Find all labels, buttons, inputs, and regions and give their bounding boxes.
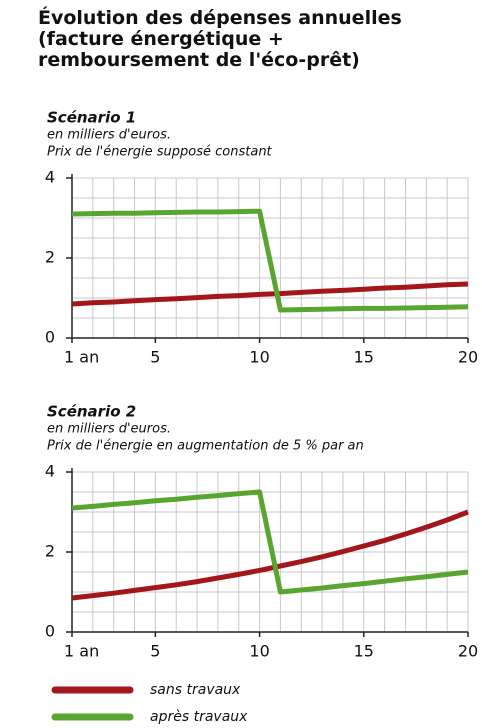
page-title: Évolution des dépenses annuelles (factur… (38, 7, 402, 71)
x-tick-label: 1 an (64, 642, 99, 661)
line-series (71, 489, 469, 595)
x-tick-label: 15 (354, 642, 374, 661)
chart-subtitle: Prix de l'énergie en augmentation de 5 %… (47, 439, 364, 454)
chart-title: Scénario 2 (47, 403, 136, 421)
x-tick-label: 15 (354, 348, 374, 367)
x-tick-label: 10 (249, 642, 269, 661)
x-tick-label: 10 (249, 348, 269, 367)
y-tick-label: 4 (45, 462, 55, 481)
x-tick-label: 1 an (64, 348, 99, 367)
y-tick-label: 0 (45, 622, 55, 641)
x-tick-label: 5 (150, 642, 160, 661)
chart-subtitle: en milliers d'euros. (47, 422, 171, 437)
chart-subtitle: en milliers d'euros. (47, 128, 171, 143)
y-tick-label: 0 (45, 328, 55, 347)
x-tick-label: 20 (458, 348, 478, 367)
line-series (71, 509, 469, 601)
line-series (71, 281, 469, 307)
y-tick-label: 4 (45, 168, 55, 187)
x-tick-label: 5 (150, 348, 160, 367)
y-tick-label: 2 (45, 542, 55, 561)
x-tick-label: 20 (458, 642, 478, 661)
y-tick-label: 2 (45, 248, 55, 267)
chart-title: Scénario 1 (47, 109, 136, 127)
chart-subtitle: Prix de l'énergie supposé constant (47, 145, 273, 160)
legend-label: après travaux (150, 709, 248, 725)
legend-label: sans travaux (150, 682, 241, 698)
line-series (71, 208, 469, 313)
